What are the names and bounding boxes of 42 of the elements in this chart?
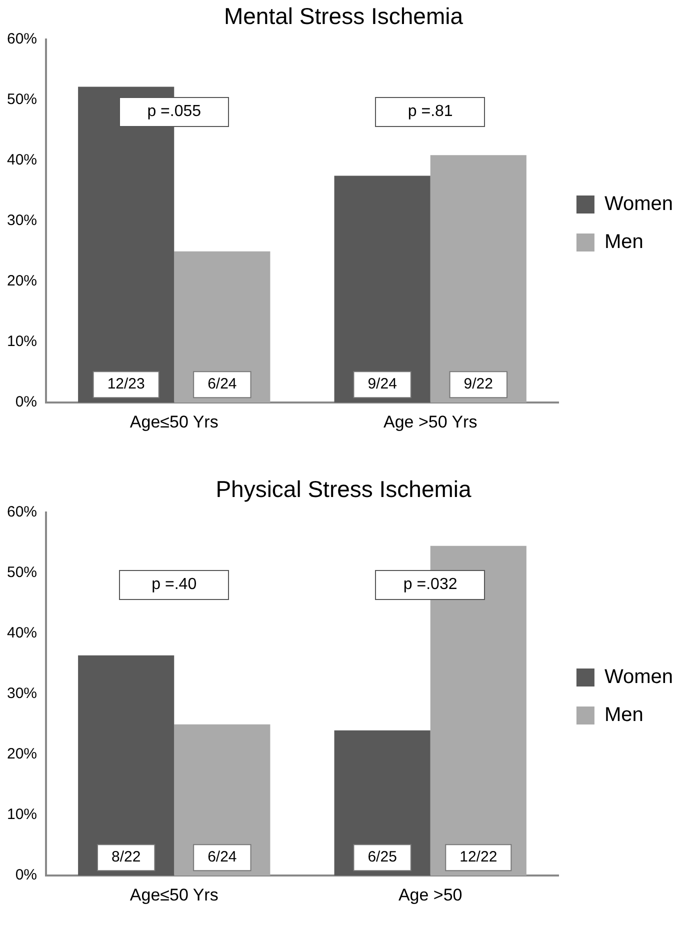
chart-title: Mental Stress Ischemia [224, 3, 464, 30]
y-tick-label: 30% [6, 212, 38, 230]
callout-box: p =.40 [119, 570, 230, 600]
data-label: 9/22 [464, 376, 493, 393]
y-tick-label: 0% [15, 866, 38, 884]
data-label: 6/24 [208, 848, 237, 866]
callout-box: p =.81 [375, 97, 486, 128]
y-tick-label: 60% [6, 30, 38, 48]
y-tick-label: 50% [6, 564, 38, 582]
data-label: 6/24 [208, 376, 237, 393]
chart-title: Physical Stress Ischemia [216, 476, 472, 502]
bar [334, 730, 430, 876]
y-tick-label: 10% [6, 806, 38, 824]
data-label: 12/23 [107, 376, 145, 393]
x-tick-label: Age >50 [398, 885, 462, 904]
x-tick-label: Age≤50 Yrs [130, 885, 218, 904]
legend-label: Men [604, 231, 644, 254]
y-tick-label: 60% [6, 504, 38, 521]
y-tick-label: 20% [6, 746, 38, 763]
data-label: 12/22 [460, 848, 498, 866]
x-tick-label: Age≤50 Yrs [130, 412, 218, 432]
data-label: 9/24 [368, 376, 397, 393]
legend-label: Women [604, 193, 673, 216]
bar [78, 655, 174, 876]
y-tick-label: 10% [6, 333, 38, 350]
data-label: 8/22 [111, 848, 141, 866]
legend-label: Women [604, 666, 673, 688]
x-tick-label: Age >50 Yrs [383, 412, 478, 432]
data-label: 6/25 [368, 848, 397, 866]
y-tick-label: 40% [6, 152, 38, 169]
y-tick-label: 50% [6, 91, 38, 108]
bar [174, 724, 270, 876]
y-tick-label: 30% [6, 685, 38, 702]
callout-box: p =.032 [375, 570, 486, 600]
bar [430, 155, 526, 403]
callout-box: p =.055 [119, 97, 230, 128]
legend-label: Men [604, 704, 644, 726]
y-tick-label: 20% [6, 272, 38, 290]
bar [174, 251, 270, 403]
y-tick-label: 40% [6, 624, 38, 642]
y-tick-label: 0% [15, 394, 38, 411]
bar [334, 176, 430, 403]
